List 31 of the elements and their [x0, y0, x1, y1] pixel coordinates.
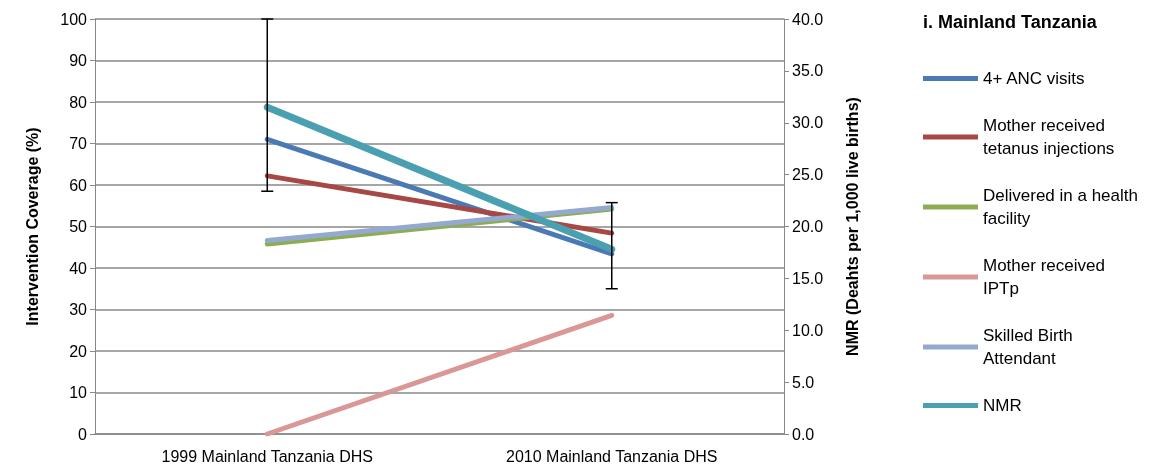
legend-title: i. Mainland Tanzania	[923, 12, 1098, 32]
y-tick-label: 90	[69, 52, 88, 69]
y-tick-label: 60	[69, 176, 88, 194]
y2-tick-label: 40.0	[792, 10, 824, 28]
y-axis-title: Intervention Coverage (%)	[23, 127, 41, 326]
y-tick-label: 50	[69, 218, 88, 235]
y2-tick-label: 25.0	[792, 166, 824, 184]
legend-label: Mother received IPTp	[983, 256, 1110, 298]
y-tick-label: 30	[69, 301, 88, 318]
y2-tick-label: 30.0	[792, 114, 824, 132]
legend-label: NMR	[983, 396, 1022, 415]
legend-label: 4+ ANC visits	[983, 69, 1085, 88]
y-tick-label: 80	[69, 93, 88, 111]
y2-tick-label: 10.0	[792, 321, 824, 339]
legend-label: Mother received tetanus injections	[983, 116, 1115, 158]
y2-axis-title: NMR (Deahts per 1,000 live births)	[843, 97, 861, 356]
y2-tick-label: 35.0	[792, 62, 824, 80]
y-tick-label: 10	[69, 384, 88, 401]
y2-tick-label: 5.0	[792, 373, 815, 391]
y2-tick-label: 0.0	[792, 425, 815, 443]
y2-tick-label: 20.0	[792, 218, 824, 235]
y-tick-label: 70	[69, 135, 88, 152]
y-tick-label: 100	[60, 10, 88, 28]
legend-label: Delivered in a health facility	[983, 186, 1143, 228]
x-tick-label: 2010 Mainland Tanzania DHS	[506, 447, 718, 465]
y-tick-label: 40	[69, 259, 88, 277]
y-tick-label: 20	[69, 342, 88, 360]
y2-tick-label: 15.0	[792, 269, 824, 287]
x-tick-label: 1999 Mainland Tanzania DHS	[161, 447, 373, 465]
legend-label: Skilled Birth Attendant	[983, 326, 1078, 368]
y-tick-label: 0	[78, 425, 88, 443]
